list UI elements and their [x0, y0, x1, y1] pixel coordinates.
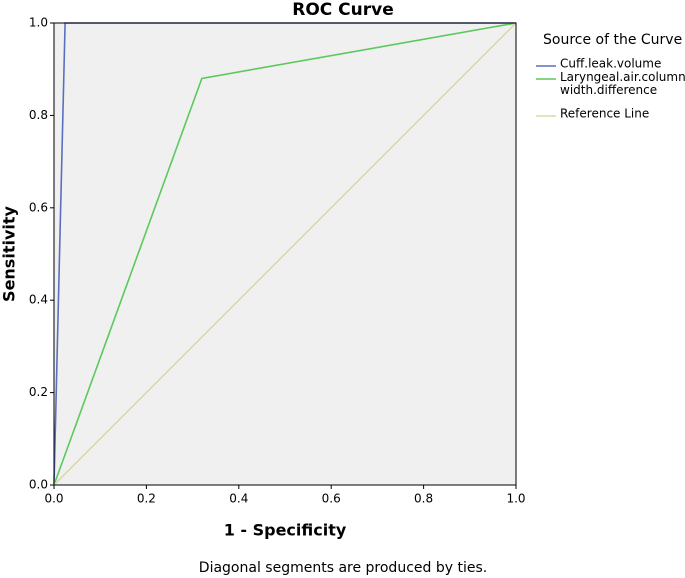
x-tick-label: 0.8: [414, 492, 433, 506]
y-axis-label: Sensitivity: [0, 205, 19, 301]
x-axis-label: 1 - Specificity: [224, 521, 347, 540]
y-tick-label: 0.6: [29, 200, 48, 214]
legend-label-line: Laryngeal.air.column.: [560, 70, 685, 84]
series-line: [53, 22, 517, 486]
plot-border: [53, 22, 517, 486]
chart-note: Diagonal segments are produced by ties.: [199, 560, 487, 576]
legend-title: Source of the Curve: [543, 32, 682, 48]
y-tick-label: 0.8: [29, 108, 48, 122]
x-tick-label: 1.0: [506, 492, 525, 506]
legend-label: Laryngeal.air.column. width.difference: [560, 70, 685, 97]
x-tick-label: 0.0: [44, 492, 63, 506]
legend-label: Cuff.leak.volume: [560, 57, 661, 71]
series-line: [53, 22, 517, 486]
y-tick-label: 0.0: [29, 478, 48, 492]
legend-label-line: width.difference: [560, 83, 657, 97]
chart-title: ROC Curve: [292, 0, 394, 20]
x-tick-label: 0.6: [322, 492, 341, 506]
legend-label: Reference Line: [560, 107, 649, 121]
x-tick-label: 0.4: [229, 492, 248, 506]
y-tick-label: 1.0: [29, 16, 48, 30]
y-tick-label: 0.2: [29, 385, 48, 399]
y-tick-label: 0.4: [29, 293, 48, 307]
x-tick-label: 0.2: [137, 492, 156, 506]
